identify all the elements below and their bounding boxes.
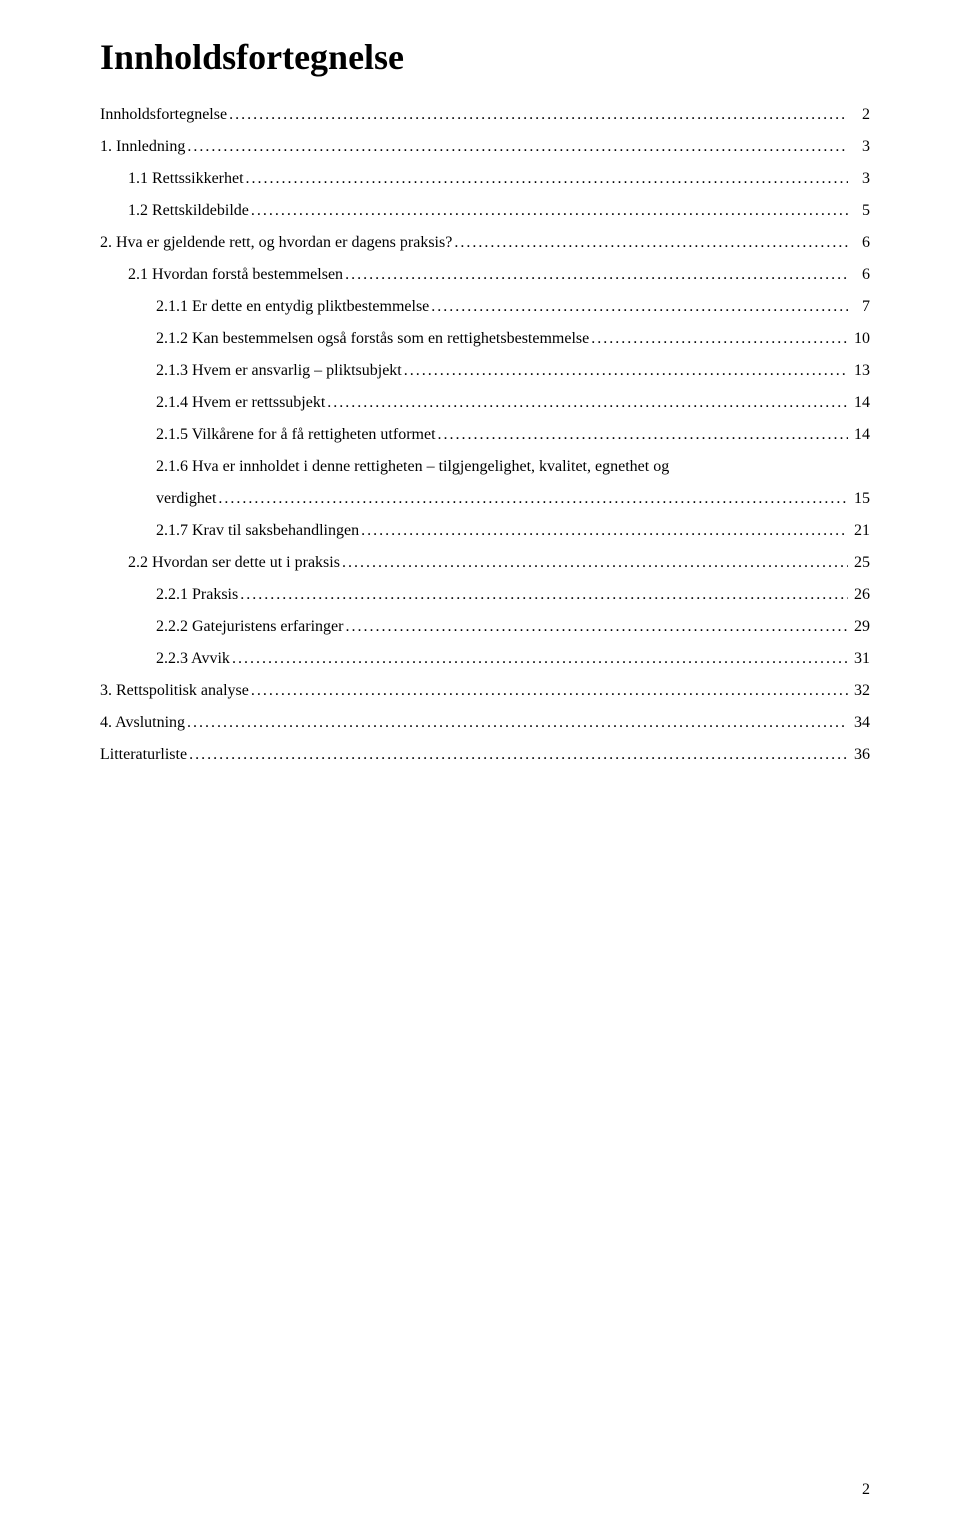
toc-entry-label: 2.1.7 Krav til saksbehandlingen [156,522,359,540]
toc-entry: Innholdsfortegnelse 2 [100,106,870,124]
toc-entry-page: 31 [848,650,870,668]
toc-leader [452,234,848,252]
toc-entry: 2.1.1 Er dette en entydig pliktbestemmel… [100,298,870,316]
toc-entry: 3. Rettspolitisk analyse 32 [100,682,870,700]
toc-entry-label: Innholdsfortegnelse [100,106,227,124]
toc-entry-label: 2.1.4 Hvem er rettssubjekt [156,394,325,412]
toc-leader [343,618,848,636]
toc-entry: 2. Hva er gjeldende rett, og hvordan er … [100,234,870,252]
toc-entry: 1.1 Rettssikkerhet 3 [100,170,870,188]
toc-entry-label: 2.2.3 Avvik [156,650,230,668]
toc-entry-page: 32 [848,682,870,700]
toc-entry: 4. Avslutning 34 [100,714,870,732]
toc-entry-page: 2 [848,106,870,124]
toc-entry-page: 5 [848,202,870,220]
toc-entry-label: 4. Avslutning [100,714,185,732]
toc-entry-page: 15 [848,490,870,508]
toc-entry-label: 2.2.2 Gatejuristens erfaringer [156,618,343,636]
toc-entry-label: 2.1 Hvordan forstå bestemmelsen [128,266,343,284]
toc-entry: 2.1 Hvordan forstå bestemmelsen 6 [100,266,870,284]
toc-leader [340,554,848,572]
toc-entry: 2.2.1 Praksis 26 [100,586,870,604]
toc-entry-label: verdighet [156,490,216,508]
toc-entry-page: 14 [848,394,870,412]
toc-entry-page: 14 [848,426,870,444]
toc-entry-label: 2.2 Hvordan ser dette ut i praksis [128,554,340,572]
page-number: 2 [862,1481,870,1499]
page-title: Innholdsfortegnelse [100,36,870,78]
toc-entry-label: 1.1 Rettssikkerhet [128,170,244,188]
toc-leader [343,266,848,284]
toc-entry-page: 13 [848,362,870,380]
toc-entry: Litteraturliste 36 [100,746,870,764]
toc-entry-page: 21 [848,522,870,540]
toc-entry: 2.1.4 Hvem er rettssubjekt 14 [100,394,870,412]
toc-leader [230,650,848,668]
toc-entry: 2.1.5 Vilkårene for å få rettigheten utf… [100,426,870,444]
toc-entry-label: 2.1.3 Hvem er ansvarlig – pliktsubjekt [156,362,402,380]
toc-entry: 2.2.3 Avvik 31 [100,650,870,668]
toc-entry-page: 29 [848,618,870,636]
toc-entry-page: 10 [848,330,870,348]
toc-leader [238,586,848,604]
toc-leader [244,170,848,188]
toc-entry-label: 2.2.1 Praksis [156,586,238,604]
toc-entry-page: 25 [848,554,870,572]
toc-entry-page: 36 [848,746,870,764]
toc-entry-label: 1. Innledning [100,138,185,156]
toc-leader [359,522,848,540]
toc-entry-page: 6 [848,234,870,252]
toc-leader [227,106,848,124]
toc-entry-line2: verdighet 15 [100,490,870,508]
toc-leader [187,746,848,764]
toc-entry-label: 2.1.5 Vilkårene for å få rettigheten utf… [156,426,436,444]
toc-leader [325,394,848,412]
toc-entry: 2.1.2 Kan bestemmelsen også forstås som … [100,330,870,348]
toc-entry-page: 26 [848,586,870,604]
toc-leader [185,714,848,732]
toc-leader [429,298,848,316]
toc-entry-page: 6 [848,266,870,284]
toc-entry: 1. Innledning 3 [100,138,870,156]
toc-entry-label: 2.1.2 Kan bestemmelsen også forstås som … [156,330,589,348]
toc-entry: 1.2 Rettskildebilde 5 [100,202,870,220]
toc-entry-page: 3 [848,138,870,156]
toc-entry: 2.1.6 Hva er innholdet i denne rettighet… [100,458,870,508]
toc-leader [249,202,848,220]
toc-leader [589,330,848,348]
toc-entry-page: 7 [848,298,870,316]
toc-entry-label: 3. Rettspolitisk analyse [100,682,249,700]
toc-leader [249,682,848,700]
toc-entry: 2.2 Hvordan ser dette ut i praksis 25 [100,554,870,572]
toc-entry-label: 1.2 Rettskildebilde [128,202,249,220]
toc-entry-label: Litteraturliste [100,746,187,764]
toc-entry-label: 2.1.6 Hva er innholdet i denne rettighet… [100,458,870,476]
toc-leader [216,490,848,508]
toc-entry: 2.2.2 Gatejuristens erfaringer 29 [100,618,870,636]
toc-entry-page: 3 [848,170,870,188]
toc-entry-label: 2.1.1 Er dette en entydig pliktbestemmel… [156,298,429,316]
toc-entry: 2.1.3 Hvem er ansvarlig – pliktsubjekt 13 [100,362,870,380]
toc-entry: 2.1.7 Krav til saksbehandlingen 21 [100,522,870,540]
toc-leader [436,426,848,444]
toc-entry-page: 34 [848,714,870,732]
table-of-contents: Innholdsfortegnelse21. Innledning31.1 Re… [100,106,870,764]
toc-entry-label: 2. Hva er gjeldende rett, og hvordan er … [100,234,452,252]
toc-leader [185,138,848,156]
toc-leader [402,362,848,380]
